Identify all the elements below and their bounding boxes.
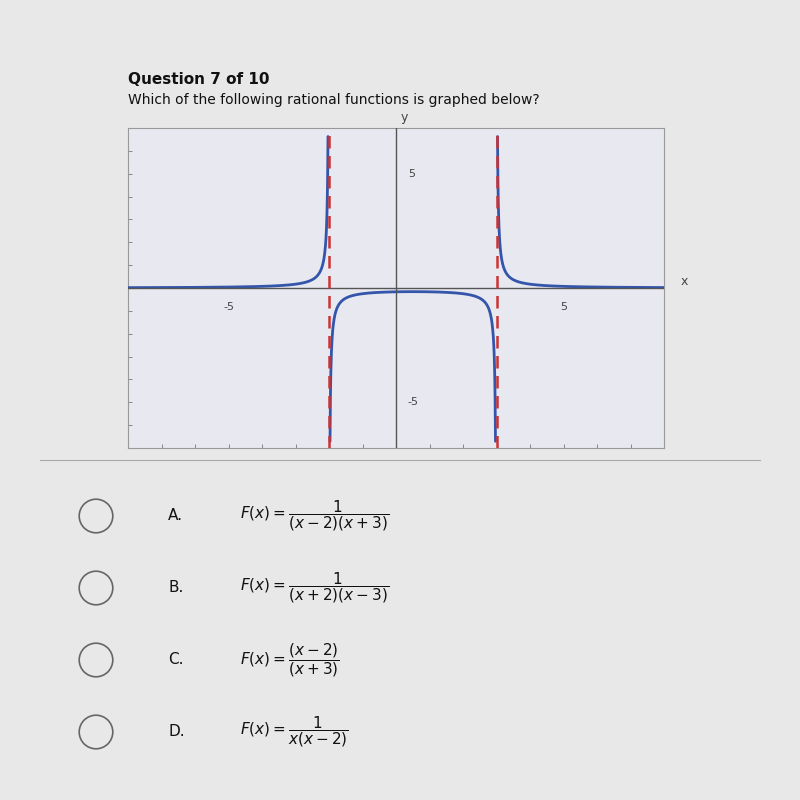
Text: D.: D. <box>168 725 185 739</box>
Text: 5: 5 <box>560 302 567 312</box>
Text: Which of the following rational functions is graphed below?: Which of the following rational function… <box>128 93 540 107</box>
Text: $F(x) = \dfrac{1}{(x+2)(x-3)}$: $F(x) = \dfrac{1}{(x+2)(x-3)}$ <box>240 570 389 606</box>
Text: x: x <box>681 274 688 288</box>
Text: $F(x) = \dfrac{1}{x(x-2)}$: $F(x) = \dfrac{1}{x(x-2)}$ <box>240 714 349 750</box>
Text: $F(x) = \dfrac{1}{(x-2)(x+3)}$: $F(x) = \dfrac{1}{(x-2)(x+3)}$ <box>240 498 389 534</box>
Text: B.: B. <box>168 581 183 595</box>
Text: y: y <box>401 111 408 124</box>
Text: 5: 5 <box>408 169 414 178</box>
Text: -5: -5 <box>408 398 418 407</box>
Text: Question 7 of 10: Question 7 of 10 <box>128 72 270 87</box>
Text: $F(x) = \dfrac{(x-2)}{(x+3)}$: $F(x) = \dfrac{(x-2)}{(x+3)}$ <box>240 641 340 679</box>
Text: C.: C. <box>168 653 183 667</box>
Text: -5: -5 <box>223 302 234 312</box>
Text: A.: A. <box>168 509 183 523</box>
